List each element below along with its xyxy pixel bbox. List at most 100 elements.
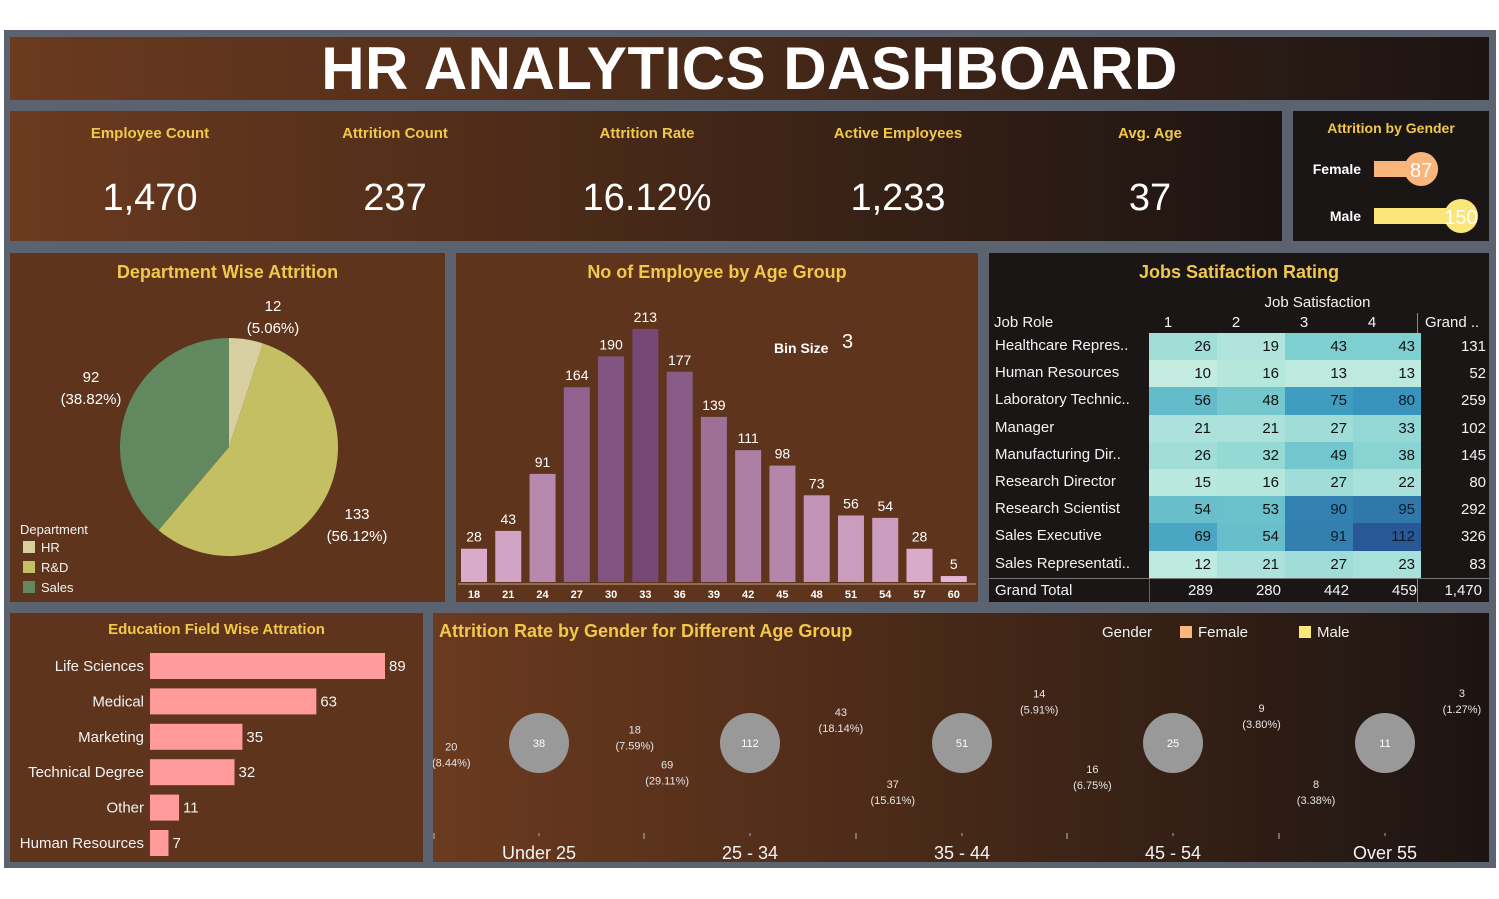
- age-tick-label: 45: [776, 589, 788, 601]
- legend-label: HR: [41, 540, 60, 555]
- legend-swatch-female: [1180, 626, 1192, 638]
- donut-female-value: 9: [1259, 703, 1265, 715]
- kpi-avg-age: Avg. Age 37: [1050, 111, 1250, 241]
- heatmap-cell: 23: [1353, 550, 1421, 578]
- heatmap-cell: 27: [1285, 550, 1353, 578]
- kpi-label: Attrition Count: [342, 125, 448, 142]
- heatmap-cell: 49: [1285, 441, 1353, 469]
- pie-pct-label: (5.06%): [247, 320, 300, 337]
- donut-female-pct: (5.91%): [1020, 704, 1059, 716]
- age-bar: [529, 473, 556, 582]
- table-row-label: Manager: [995, 418, 1055, 436]
- donut-female-value: 18: [629, 725, 641, 737]
- heatmap-cell: 80: [1353, 387, 1421, 415]
- legend-label-female: Female: [1198, 624, 1249, 641]
- table-row-label: Research Scientist: [995, 500, 1121, 518]
- age-bar: [632, 329, 659, 582]
- panel-title: Attrition by Gender: [1327, 120, 1455, 136]
- age-tick-label: 54: [879, 589, 892, 601]
- column-header: Grand ..: [1425, 314, 1480, 331]
- gender-bar: [1374, 208, 1455, 224]
- table-row-label: Laboratory Technic..: [995, 391, 1130, 409]
- row-total-cell: 83: [1469, 555, 1486, 573]
- age-bar: [872, 517, 899, 582]
- kpi-label: Employee Count: [90, 125, 210, 142]
- age-bar-value: 43: [500, 511, 516, 527]
- age-group-label: Over 55: [1353, 843, 1417, 862]
- donut-total-label: 11: [1379, 738, 1390, 750]
- pie-pct-label: (38.82%): [61, 391, 122, 408]
- gender-bar-value: 87: [1410, 160, 1432, 182]
- donut-total-label: 25: [1167, 738, 1179, 750]
- heatmap-cell: 15: [1149, 469, 1217, 497]
- row-total-cell: 80: [1469, 474, 1486, 491]
- row-total-cell: 52: [1469, 365, 1486, 383]
- donut-center: [509, 713, 569, 773]
- row-total-cell: 102: [1460, 419, 1486, 437]
- donut-male-pct: (15.61%): [870, 795, 915, 807]
- heatmap-cell: 21: [1149, 414, 1217, 442]
- age-bar: [495, 530, 522, 582]
- donut-male-value: 37: [887, 779, 899, 791]
- education-category-label: Technical Degree: [28, 764, 144, 781]
- donut-total-label: 51: [956, 738, 968, 750]
- education-bar-value: 7: [172, 835, 180, 852]
- legend-label: R&D: [41, 560, 68, 575]
- donut-center: [1143, 713, 1203, 773]
- heatmap-cell: 26: [1149, 333, 1217, 361]
- education-bar: [150, 688, 317, 715]
- row-total-cell: 326: [1460, 528, 1486, 546]
- table-row-label: Sales Representati..: [995, 554, 1131, 572]
- age-group-label: 35 - 44: [934, 843, 990, 862]
- heatmap-cell: 27: [1285, 414, 1353, 442]
- age-tick-label: 24: [536, 589, 549, 601]
- education-bar-value: 11: [183, 800, 199, 817]
- donut-male-value: 69: [661, 760, 673, 772]
- heatmap-cell: 43: [1353, 333, 1421, 361]
- grand-total-cell: 1,470: [1444, 582, 1482, 599]
- donut-female-value: 3: [1459, 688, 1465, 700]
- age-tick-label: 36: [673, 589, 685, 601]
- table-row-label: Healthcare Repres..: [995, 337, 1129, 354]
- age-bar-value: 54: [877, 498, 893, 514]
- age-tick-label: 57: [913, 589, 925, 601]
- education-category-label: Life Sciences: [55, 658, 144, 675]
- heatmap-cell: 22: [1353, 469, 1421, 497]
- heatmap-cell: 38: [1353, 441, 1421, 469]
- heatmap-cell: 13: [1285, 360, 1353, 388]
- heatmap-cell: 13: [1353, 360, 1421, 388]
- row-header: Job Role: [994, 314, 1054, 331]
- donut-female-value: 43: [835, 707, 847, 719]
- heatmap-cell: 75: [1285, 387, 1353, 415]
- grand-total-cell: 442: [1323, 582, 1349, 599]
- age-bar-value: 177: [668, 352, 692, 368]
- age-tick-label: 18: [468, 589, 480, 601]
- age-bar: [803, 495, 830, 582]
- heatmap-cell: 43: [1285, 333, 1353, 361]
- kpi-bar: Employee Count 1,470 Attrition Count 237…: [10, 111, 1282, 241]
- heatmap-cell: 26: [1149, 441, 1217, 469]
- heatmap-cell: 16: [1217, 469, 1285, 497]
- education-bar-value: 32: [238, 764, 255, 781]
- heatmap-cell: 21: [1217, 550, 1285, 578]
- age-bar-value: 5: [950, 556, 958, 572]
- education-bar: [150, 759, 235, 786]
- heatmap-cell: 54: [1149, 496, 1217, 524]
- attrition-by-gender-chart: Female 87 Male 150: [1313, 152, 1478, 233]
- donut-female-pct: (3.80%): [1242, 719, 1281, 731]
- bin-size-value[interactable]: 3: [842, 331, 854, 353]
- education-bar-value: 63: [320, 693, 337, 710]
- attrition-by-gender-panel: Attrition by Gender Female 87 Male 150: [1293, 111, 1489, 241]
- education-bar-value: 35: [246, 729, 263, 746]
- age-bar-value: 139: [702, 397, 726, 413]
- gender-bar-end: [1404, 152, 1439, 186]
- department-pie-chart: 12 (5.06%) 133 (56.12%) 92 (38.82%) Department…: [20, 298, 387, 595]
- grand-total-cell: 280: [1255, 582, 1281, 599]
- grand-total-cell: 289: [1187, 582, 1213, 599]
- row-total-cell: 259: [1460, 392, 1486, 410]
- education-bar-value: 89: [389, 658, 406, 675]
- job-satisfaction-panel: Jobs Satifaction Rating Job Satisfaction…: [989, 253, 1489, 602]
- heatmap-cell: 21: [1217, 414, 1285, 442]
- row-total-cell: 131: [1460, 338, 1486, 355]
- column-header: 1: [1163, 314, 1173, 331]
